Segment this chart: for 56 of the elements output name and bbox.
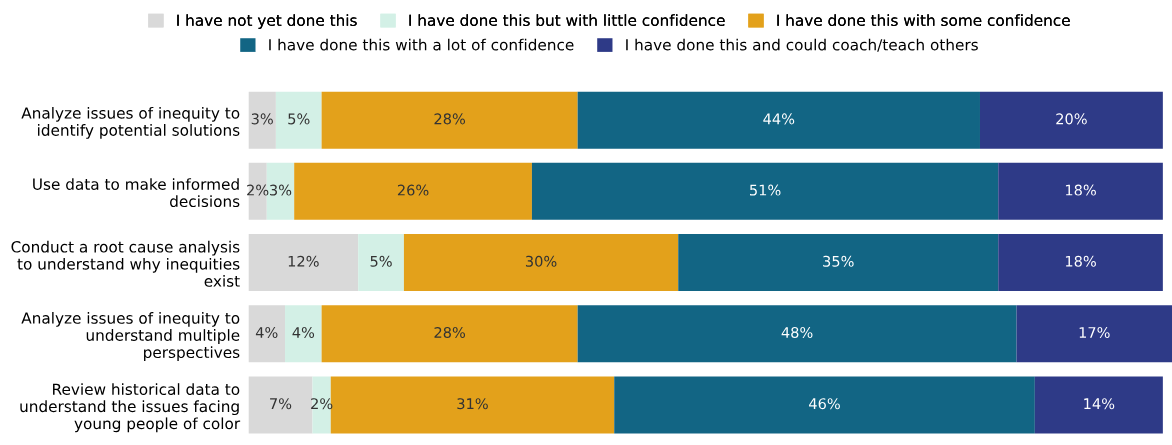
data-label: 48% <box>781 326 813 338</box>
bar <box>577 91 980 149</box>
bar <box>614 376 1035 434</box>
y-tick-label: Analyze issues of inequity to identify potential solutions <box>21 106 240 139</box>
bar <box>1034 376 1163 434</box>
data-label: 4% <box>292 326 315 338</box>
data-label: 26% <box>397 184 429 196</box>
data-label: 18% <box>1065 255 1096 267</box>
data-label: 3% <box>251 113 273 125</box>
bar <box>248 234 359 292</box>
bar <box>403 234 679 292</box>
y-tick-label: Conduct a root cause analysis to understand why inequities exist <box>11 240 240 287</box>
bar <box>294 162 532 220</box>
legend-label: I have done this and could coach/teach others <box>626 38 978 52</box>
bar <box>998 162 1163 220</box>
data-label: 35% <box>823 255 854 267</box>
bar <box>248 305 286 363</box>
data-label: 2% <box>247 184 269 196</box>
data-label: 51% <box>750 184 781 196</box>
legend-label: I have not yet done this <box>177 14 357 29</box>
data-label: 20% <box>1056 113 1087 125</box>
data-label: 46% <box>809 398 840 410</box>
y-tick-label: Analyze issues of inequity to understand multiple perspectives <box>21 312 240 361</box>
bar <box>531 162 999 220</box>
data-label: 28% <box>434 326 466 338</box>
data-label: 12% <box>288 255 319 267</box>
data-label: 5% <box>370 255 392 267</box>
data-label: 4% <box>255 326 278 338</box>
bar <box>248 91 276 149</box>
data-label: 5% <box>288 113 310 125</box>
data-label: 30% <box>525 255 557 267</box>
bar <box>248 376 313 434</box>
y-tick-label: Review historical data to understand the issues facing young people of color <box>20 383 241 433</box>
bar <box>358 234 404 292</box>
data-label: 18% <box>1065 184 1096 196</box>
bar <box>321 305 578 363</box>
data-label: 14% <box>1084 398 1115 410</box>
y-tick-label: Use data to make informed decisions <box>33 178 240 208</box>
bar <box>577 305 1017 363</box>
bar <box>979 91 1163 149</box>
bar <box>1016 305 1172 363</box>
data-label: 44% <box>763 113 795 125</box>
bar <box>285 305 322 363</box>
legend-label: I have done this with a lot of confidence <box>269 38 574 51</box>
bar <box>998 234 1163 292</box>
data-label: 3% <box>270 184 292 196</box>
data-label: 7% <box>270 398 292 410</box>
bar <box>678 234 999 292</box>
data-label: 28% <box>434 113 466 125</box>
legend-label: I have done this with some confidence <box>777 14 1070 27</box>
bar <box>275 91 322 149</box>
bar <box>248 162 267 220</box>
data-label: 31% <box>457 398 488 410</box>
data-label: 17% <box>1079 326 1110 338</box>
legend-label: I have done this but with little confidence <box>409 14 725 27</box>
bar <box>321 91 578 149</box>
